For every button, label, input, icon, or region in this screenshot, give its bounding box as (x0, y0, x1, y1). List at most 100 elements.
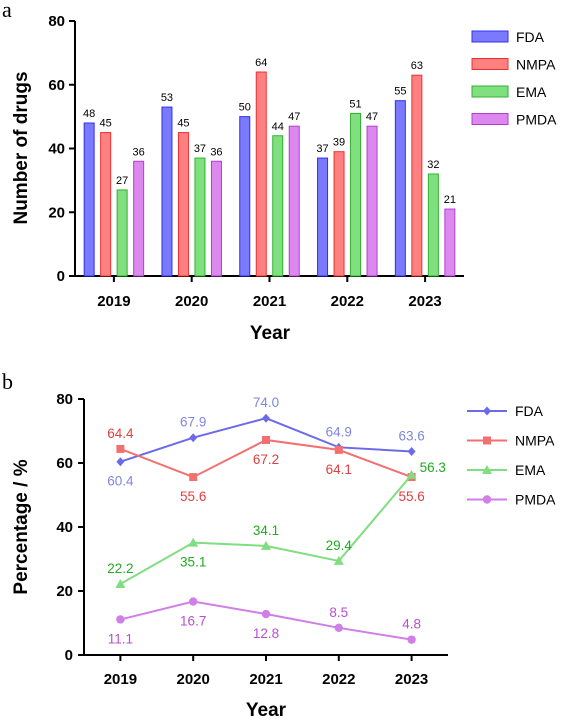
bar-chart-y-tick-label: 40 (48, 141, 65, 158)
bar-nmpa-2023 (411, 74, 423, 277)
line-chart-y-tick-label: 40 (56, 519, 73, 536)
bar-value-label: 36 (210, 146, 222, 158)
line-chart-x-tick-label: 2021 (249, 671, 282, 688)
point-nmpa-2019 (116, 444, 125, 453)
point-fda-2023 (407, 446, 416, 456)
line-chart-x-axis-title: Year (246, 700, 287, 720)
bar-value-label: 44 (272, 121, 284, 133)
legend-marker-pmda (482, 495, 492, 504)
line-chart-x-tick-label: 2019 (104, 671, 137, 688)
bar-value-label: 37 (316, 143, 328, 155)
line-value-label: 55.6 (180, 489, 206, 504)
bar-chart-y-tick-label: 60 (48, 77, 65, 94)
bar-nmpa-2021 (255, 71, 267, 277)
point-ema-2019 (115, 578, 126, 588)
legend-swatch-pmda (471, 113, 509, 125)
line-value-label: 16.7 (180, 614, 206, 629)
point-fda-2019 (116, 457, 125, 467)
bar-chart-y-tick-label: 0 (57, 268, 65, 285)
bar-value-label: 39 (333, 137, 345, 149)
bar-chart-x-tick-label: 2020 (175, 293, 208, 310)
bar-fda-2021 (239, 116, 251, 277)
bar-ema-2023 (427, 173, 439, 277)
point-pmda-2020 (189, 597, 198, 606)
bar-nmpa-2022 (333, 151, 345, 277)
bar-chart-x-tick-label: 2019 (97, 293, 130, 310)
bar-pmda-2022 (366, 125, 378, 277)
line-value-label: 12.8 (253, 626, 279, 641)
legend-label-pmda: PMDA (515, 492, 556, 508)
bar-value-label: 51 (349, 98, 361, 110)
line-value-label: 64.4 (107, 426, 134, 441)
bar-chart-axes: 0 20 40 60 80 2019 2020 2021 2022 2023 (48, 13, 464, 310)
bar-nmpa-2020 (177, 132, 189, 277)
line-value-label: 4.8 (402, 617, 421, 632)
bar-value-label: 47 (288, 111, 300, 123)
line-value-label: 11.1 (108, 631, 133, 646)
bar-pmda-2019 (133, 160, 145, 277)
bar-chart-y-tick-label: 20 (48, 204, 65, 221)
point-ema-2021 (261, 540, 271, 550)
point-nmpa-2022 (334, 445, 343, 454)
line-value-label: 67.2 (253, 452, 279, 467)
bar-pmda-2020 (210, 160, 222, 277)
point-fda-2021 (262, 413, 270, 423)
line-chart-legend: FDA NMPA EMA PMDA (467, 403, 556, 508)
legend-marker-nmpa (483, 436, 491, 445)
point-ema-2022 (333, 555, 344, 565)
bar-fda-2022 (317, 157, 329, 277)
line-chart-panel: b Percentage / % Year 0 20 40 60 80 2019 2020 2… (2, 369, 556, 720)
bar-fda-2023 (394, 100, 406, 277)
bar-value-label: 63 (411, 60, 423, 72)
legend-label-fda: FDA (516, 29, 545, 45)
bar-value-label: 37 (194, 143, 206, 155)
point-ema-2020 (188, 537, 199, 547)
line-chart-y-tick-label: 80 (56, 391, 73, 408)
point-fda-2020 (189, 433, 198, 443)
legend-marker-ema (482, 465, 492, 474)
legend-label-ema: EMA (516, 84, 547, 100)
point-pmda-2021 (261, 609, 271, 619)
bar-chart-y-axis-title: Number of drugs (11, 71, 32, 224)
legend-swatch-nmpa (471, 58, 509, 70)
bar-chart-x-tick-label: 2023 (408, 293, 441, 310)
point-nmpa-2021 (262, 435, 270, 444)
line-value-label: 74.0 (253, 395, 279, 410)
bar-nmpa-2019 (100, 132, 112, 277)
line-value-label: 29.4 (326, 538, 353, 553)
bar-chart-legend: FDA NMPA EMA PMDA (471, 29, 557, 128)
bar-chart-bars (83, 71, 456, 277)
line-value-label: 63.6 (398, 428, 424, 443)
point-pmda-2023 (407, 635, 416, 644)
bar-value-label: 47 (366, 111, 378, 123)
bar-ema-2021 (272, 135, 284, 277)
bar-value-label: 27 (116, 175, 128, 187)
bar-value-label: 45 (177, 118, 189, 130)
legend-label-pmda: PMDA (516, 112, 557, 128)
bar-value-label: 36 (133, 146, 145, 158)
line-value-label: 8.5 (329, 605, 348, 620)
bar-value-label: 32 (427, 159, 439, 171)
bar-value-label: 50 (239, 102, 251, 114)
legend-marker-fda (483, 406, 491, 416)
bar-ema-2019 (116, 189, 128, 277)
bar-value-label: 48 (83, 108, 95, 120)
legend-label-ema: EMA (515, 462, 546, 478)
legend-swatch-ema (471, 85, 509, 98)
bar-fda-2019 (83, 122, 95, 277)
legend-label-nmpa: NMPA (516, 57, 556, 73)
line-value-label: 35.1 (180, 555, 206, 570)
line-value-label: 60.4 (107, 474, 134, 489)
line-chart-x-tick-label: 2022 (322, 671, 355, 688)
line-value-label: 22.2 (107, 561, 133, 576)
bar-chart-x-tick-label: 2022 (331, 293, 364, 310)
bar-value-label: 64 (255, 57, 267, 69)
point-pmda-2022 (334, 623, 343, 632)
bar-ema-2020 (194, 157, 206, 277)
line-value-label: 56.3 (420, 460, 446, 475)
legend-label-nmpa: NMPA (515, 433, 555, 449)
point-pmda-2019 (116, 615, 125, 624)
bar-pmda-2023 (444, 208, 456, 277)
line-chart-lines (115, 413, 417, 644)
line-chart-x-tick-label: 2020 (177, 671, 210, 688)
